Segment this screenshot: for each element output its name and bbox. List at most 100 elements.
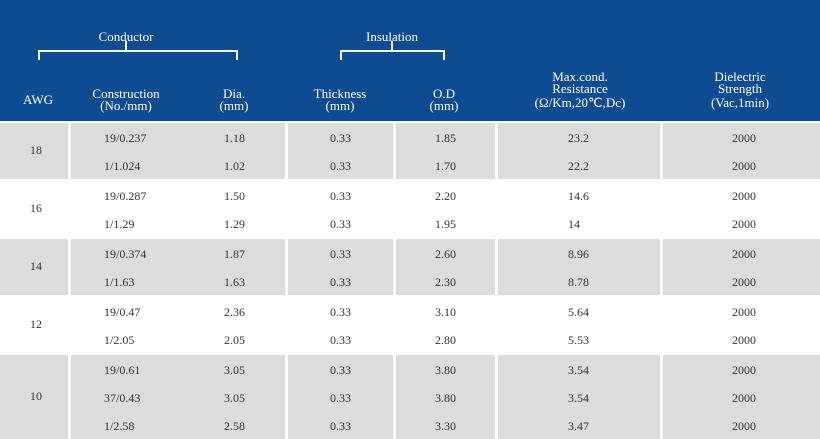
column-divider	[68, 355, 71, 439]
construction-cell: 19/0.374	[104, 247, 147, 261]
thickness-cell: 0.33	[330, 391, 351, 405]
resistance-cell: 3.54	[568, 391, 589, 405]
resistance-cell: 5.53	[568, 333, 589, 347]
column-divider	[495, 355, 498, 439]
awg-cell: 10	[30, 389, 42, 403]
thickness-cell: 0.33	[330, 189, 351, 203]
construction-cell: 1/2.05	[104, 333, 135, 347]
od-cell: 1.85	[435, 131, 456, 145]
dia-cell: 3.05	[224, 363, 245, 377]
awg-group-18	[0, 123, 820, 179]
od-cell: 1.70	[435, 159, 456, 173]
awg-group-10	[0, 355, 820, 439]
column-divider	[660, 297, 663, 353]
column-divider	[660, 123, 663, 179]
dielectric-cell: 2000	[732, 275, 756, 289]
dielectric-cell: 2000	[732, 217, 756, 231]
resistance-cell: 14.6	[568, 189, 589, 203]
resistance-cell: 14	[568, 217, 580, 231]
awg-cell: 16	[30, 201, 42, 215]
dia-cell: 1.50	[224, 189, 245, 203]
construction-cell: 1/1.024	[104, 159, 141, 173]
dielectric-cell: 2000	[732, 131, 756, 145]
insulation-bracket	[340, 50, 445, 60]
construction-cell: 1/1.63	[104, 275, 135, 289]
header-dia-line2: (mm)	[219, 98, 249, 113]
construction-cell: 19/0.287	[104, 189, 147, 203]
resistance-cell: 8.78	[568, 275, 589, 289]
column-divider	[495, 123, 498, 179]
resistance-cell: 22.2	[568, 159, 589, 173]
od-cell: 2.20	[435, 189, 456, 203]
od-cell: 3.80	[435, 363, 456, 377]
header-resistance-line3: (Ω/Km,20℃,Dc)	[534, 95, 626, 110]
resistance-cell: 8.96	[568, 247, 589, 261]
column-divider	[660, 239, 663, 295]
column-divider	[393, 297, 396, 353]
dia-cell: 2.58	[224, 419, 245, 433]
dia-cell: 1.87	[224, 247, 245, 261]
dielectric-cell: 2000	[732, 391, 756, 405]
column-divider	[495, 239, 498, 295]
header-od-line2: (mm)	[429, 98, 459, 113]
dia-cell: 1.02	[224, 159, 245, 173]
header-thickness-line1: Thickness	[313, 86, 367, 101]
thickness-cell: 0.33	[330, 131, 351, 145]
thickness-cell: 0.33	[330, 159, 351, 173]
od-cell: 3.30	[435, 419, 456, 433]
header-resistance-line2: Resistance	[552, 81, 608, 96]
dielectric-cell: 2000	[732, 333, 756, 347]
column-divider	[285, 297, 288, 353]
column-divider	[495, 297, 498, 353]
column-divider	[660, 355, 663, 439]
column-divider	[393, 181, 396, 237]
header-thickness-line2: (mm)	[325, 98, 355, 113]
column-divider	[68, 123, 71, 179]
dia-cell: 2.05	[224, 333, 245, 347]
header-od-line1: O.D	[432, 86, 456, 101]
thickness-cell: 0.33	[330, 275, 351, 289]
column-divider	[285, 239, 288, 295]
construction-cell: 19/0.47	[104, 305, 141, 319]
od-cell: 3.80	[435, 391, 456, 405]
conductor-group-label: Conductor	[98, 29, 154, 44]
dielectric-cell: 2000	[732, 247, 756, 261]
insulation-bracket-tick	[391, 41, 393, 51]
thickness-cell: 0.33	[330, 333, 351, 347]
construction-cell: 19/0.237	[104, 131, 147, 145]
construction-cell: 1/1.29	[104, 217, 135, 231]
construction-cell: 37/0.43	[104, 391, 141, 405]
thickness-cell: 0.33	[330, 419, 351, 433]
dielectric-cell: 2000	[732, 419, 756, 433]
construction-cell: 19/0.61	[104, 363, 141, 377]
insulation-group-label: Insulation	[366, 29, 418, 44]
column-divider	[660, 181, 663, 237]
conductor-bracket-tick	[125, 41, 127, 51]
column-divider	[393, 355, 396, 439]
dia-cell: 1.29	[224, 217, 245, 231]
column-divider	[68, 181, 71, 237]
header-construction-line2: (No./mm)	[100, 98, 152, 113]
awg-cell: 18	[30, 143, 42, 157]
dia-cell: 1.18	[224, 131, 245, 145]
resistance-cell: 5.64	[568, 305, 589, 319]
thickness-cell: 0.33	[330, 363, 351, 377]
header-dielectric-line3: (Vac,1min)	[710, 95, 770, 110]
resistance-cell: 23.2	[568, 131, 589, 145]
header-dia-line1: Dia.	[222, 86, 246, 101]
conductor-bracket	[38, 50, 238, 60]
od-cell: 3.10	[435, 305, 456, 319]
od-cell: 2.30	[435, 275, 456, 289]
column-divider	[285, 355, 288, 439]
header-dielectric-line2: Strength	[717, 81, 763, 96]
header-awg: AWG	[22, 92, 53, 107]
column-divider	[68, 239, 71, 295]
thickness-cell: 0.33	[330, 305, 351, 319]
od-cell: 2.80	[435, 333, 456, 347]
resistance-cell: 3.54	[568, 363, 589, 377]
resistance-cell: 3.47	[568, 419, 589, 433]
header-construction-line1: Construction	[92, 86, 160, 101]
construction-cell: 1/2.58	[104, 419, 135, 433]
thickness-cell: 0.33	[330, 247, 351, 261]
